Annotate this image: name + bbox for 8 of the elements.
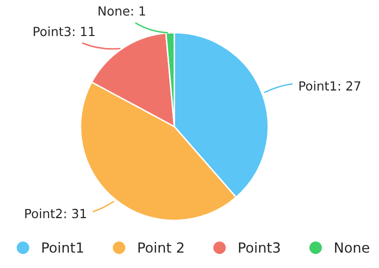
- legend-label: Point1: [42, 242, 84, 253]
- legend-label: Point 2: [138, 242, 184, 253]
- data-label: None: 1: [98, 6, 146, 16]
- data-label: Point1: 27: [299, 80, 360, 91]
- legend-label: None: [335, 242, 370, 253]
- data-label: Point2: 31: [25, 208, 86, 218]
- data-label: Point3: 11: [34, 26, 94, 36]
- legend-label: Point3: [238, 242, 280, 253]
